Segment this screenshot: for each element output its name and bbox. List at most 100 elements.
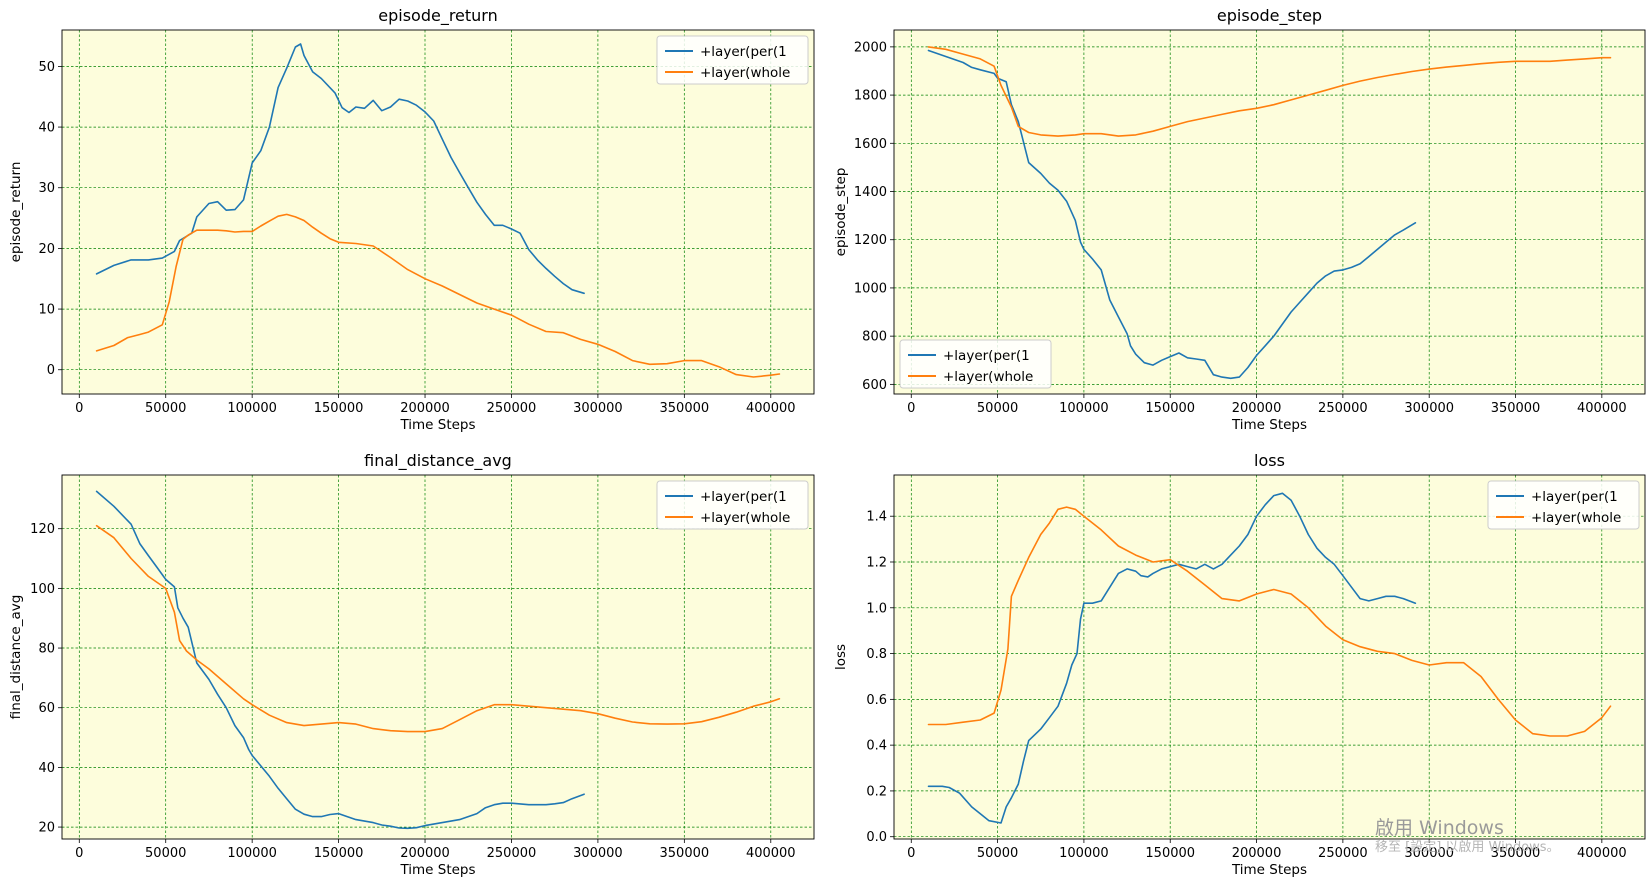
- chart-panel-3: 0 50000 100000 150000 200000 250000 300000 3500…: [8, 451, 815, 878]
- series-line-per: [95, 43, 585, 295]
- x-tick-label: 200000: [1232, 846, 1282, 861]
- plot-area: [894, 30, 1645, 394]
- legend-label-whole: +layer(whole: [700, 65, 790, 81]
- y-tick-label: 0: [47, 363, 55, 378]
- legend-label-whole: +layer(whole: [700, 510, 790, 526]
- chart-title: episode_return: [378, 6, 498, 26]
- series-line-per: [95, 490, 585, 830]
- y-tick-label: 0.4: [866, 739, 887, 754]
- plot-frame: [61, 474, 815, 840]
- y-tick-label: 2000: [854, 40, 887, 55]
- legend-label-per: +layer(per(1: [943, 348, 1030, 364]
- y-axis-label: episode_return: [8, 162, 24, 263]
- legend: +layer(per(1 +layer(whole: [1487, 480, 1640, 530]
- y-tick-label: 60: [38, 701, 55, 716]
- x-tick-label: 250000: [1318, 846, 1368, 861]
- legend-label-whole: +layer(whole: [943, 369, 1033, 385]
- y-tick-label: 20: [38, 821, 55, 836]
- legend-box: [1487, 480, 1640, 530]
- x-tick-label: 0: [75, 846, 83, 861]
- x-tick-label: 150000: [314, 846, 364, 861]
- x-tick-label: 0: [907, 846, 915, 861]
- x-tick-label: 400000: [1577, 846, 1627, 861]
- x-tick-label: 350000: [1491, 846, 1541, 861]
- plot-area: [62, 475, 814, 839]
- x-tick-label: 50000: [145, 401, 186, 416]
- legend-label-per: +layer(per(1: [1531, 489, 1618, 505]
- x-tick-label: 100000: [227, 846, 277, 861]
- y-tick-label: 40: [38, 121, 55, 136]
- y-tick-label: 0.0: [866, 830, 887, 845]
- chart-title: episode_step: [1217, 6, 1322, 26]
- legend-label-per: +layer(per(1: [700, 44, 787, 60]
- y-axis-label: loss: [833, 644, 849, 670]
- y-tick-label: 0.2: [866, 784, 887, 799]
- series-line-whole: [927, 46, 1612, 137]
- y-axis-label: episode_step: [833, 168, 849, 257]
- y-tick-label: 1800: [854, 89, 887, 104]
- plot-frame: [893, 29, 1646, 395]
- y-tick-label: 800: [862, 330, 887, 345]
- chart-panel-1: 0 50000 100000 150000 200000 250000 300000 3500…: [8, 6, 815, 433]
- x-tick-label: 250000: [1318, 401, 1368, 416]
- series-line-whole: [927, 506, 1612, 737]
- series-line-whole: [95, 524, 781, 733]
- y-tick-label: 1200: [854, 233, 887, 248]
- y-tick-label: 10: [38, 303, 55, 318]
- chart-panel-4: 0 50000 100000 150000 200000 250000 300000 3500…: [833, 451, 1646, 878]
- x-tick-label: 200000: [400, 401, 450, 416]
- x-tick-label: 350000: [660, 846, 710, 861]
- legend-box: [656, 35, 809, 85]
- x-tick-label: 350000: [1491, 401, 1541, 416]
- y-tick-label: 50: [38, 60, 55, 75]
- x-tick-label: 0: [75, 401, 83, 416]
- y-tick-label: 1400: [854, 185, 887, 200]
- series-line-per: [927, 492, 1417, 824]
- x-tick-label: 300000: [573, 401, 623, 416]
- plot-frame: [61, 29, 815, 395]
- x-tick-label: 0: [907, 401, 915, 416]
- y-tick-label: 20: [38, 242, 55, 257]
- legend-label-per: +layer(per(1: [700, 489, 787, 505]
- x-tick-label: 400000: [746, 401, 796, 416]
- x-tick-label: 200000: [1232, 401, 1282, 416]
- x-tick-label: 100000: [1059, 846, 1109, 861]
- x-tick-label: 200000: [400, 846, 450, 861]
- x-tick-label: 50000: [977, 401, 1018, 416]
- x-axis-label: Time Steps: [399, 417, 475, 433]
- x-tick-label: 400000: [746, 846, 796, 861]
- x-tick-label: 250000: [487, 401, 537, 416]
- y-tick-label: 0.8: [866, 647, 887, 662]
- plot-frame: [893, 474, 1646, 840]
- y-tick-label: 1600: [854, 137, 887, 152]
- x-tick-label: 100000: [227, 401, 277, 416]
- legend-label-whole: +layer(whole: [1531, 510, 1621, 526]
- y-tick-label: 100: [30, 582, 55, 597]
- x-tick-label: 150000: [1145, 846, 1195, 861]
- legend: +layer(per(1 +layer(whole: [899, 339, 1052, 389]
- x-axis-label: Time Steps: [1231, 417, 1307, 433]
- y-axis-label: final_distance_avg: [8, 595, 24, 720]
- legend-box: [656, 480, 809, 530]
- x-tick-label: 300000: [1404, 401, 1454, 416]
- x-tick-label: 400000: [1577, 401, 1627, 416]
- legend: +layer(per(1 +layer(whole: [656, 35, 809, 85]
- y-tick-label: 600: [862, 378, 887, 393]
- x-tick-label: 250000: [487, 846, 537, 861]
- y-tick-label: 80: [38, 642, 55, 657]
- y-tick-label: 40: [38, 761, 55, 776]
- x-axis-label: Time Steps: [399, 862, 475, 878]
- x-tick-label: 350000: [660, 401, 710, 416]
- y-tick-label: 120: [30, 522, 55, 537]
- x-tick-label: 150000: [1145, 401, 1195, 416]
- y-tick-label: 0.6: [866, 693, 887, 708]
- y-tick-label: 30: [38, 181, 55, 196]
- series-line-whole: [95, 213, 781, 378]
- x-tick-label: 300000: [1404, 846, 1454, 861]
- series-line-per: [927, 49, 1417, 380]
- x-tick-label: 150000: [314, 401, 364, 416]
- legend: +layer(per(1 +layer(whole: [656, 480, 809, 530]
- x-tick-label: 50000: [977, 846, 1018, 861]
- y-tick-label: 1000: [854, 281, 887, 296]
